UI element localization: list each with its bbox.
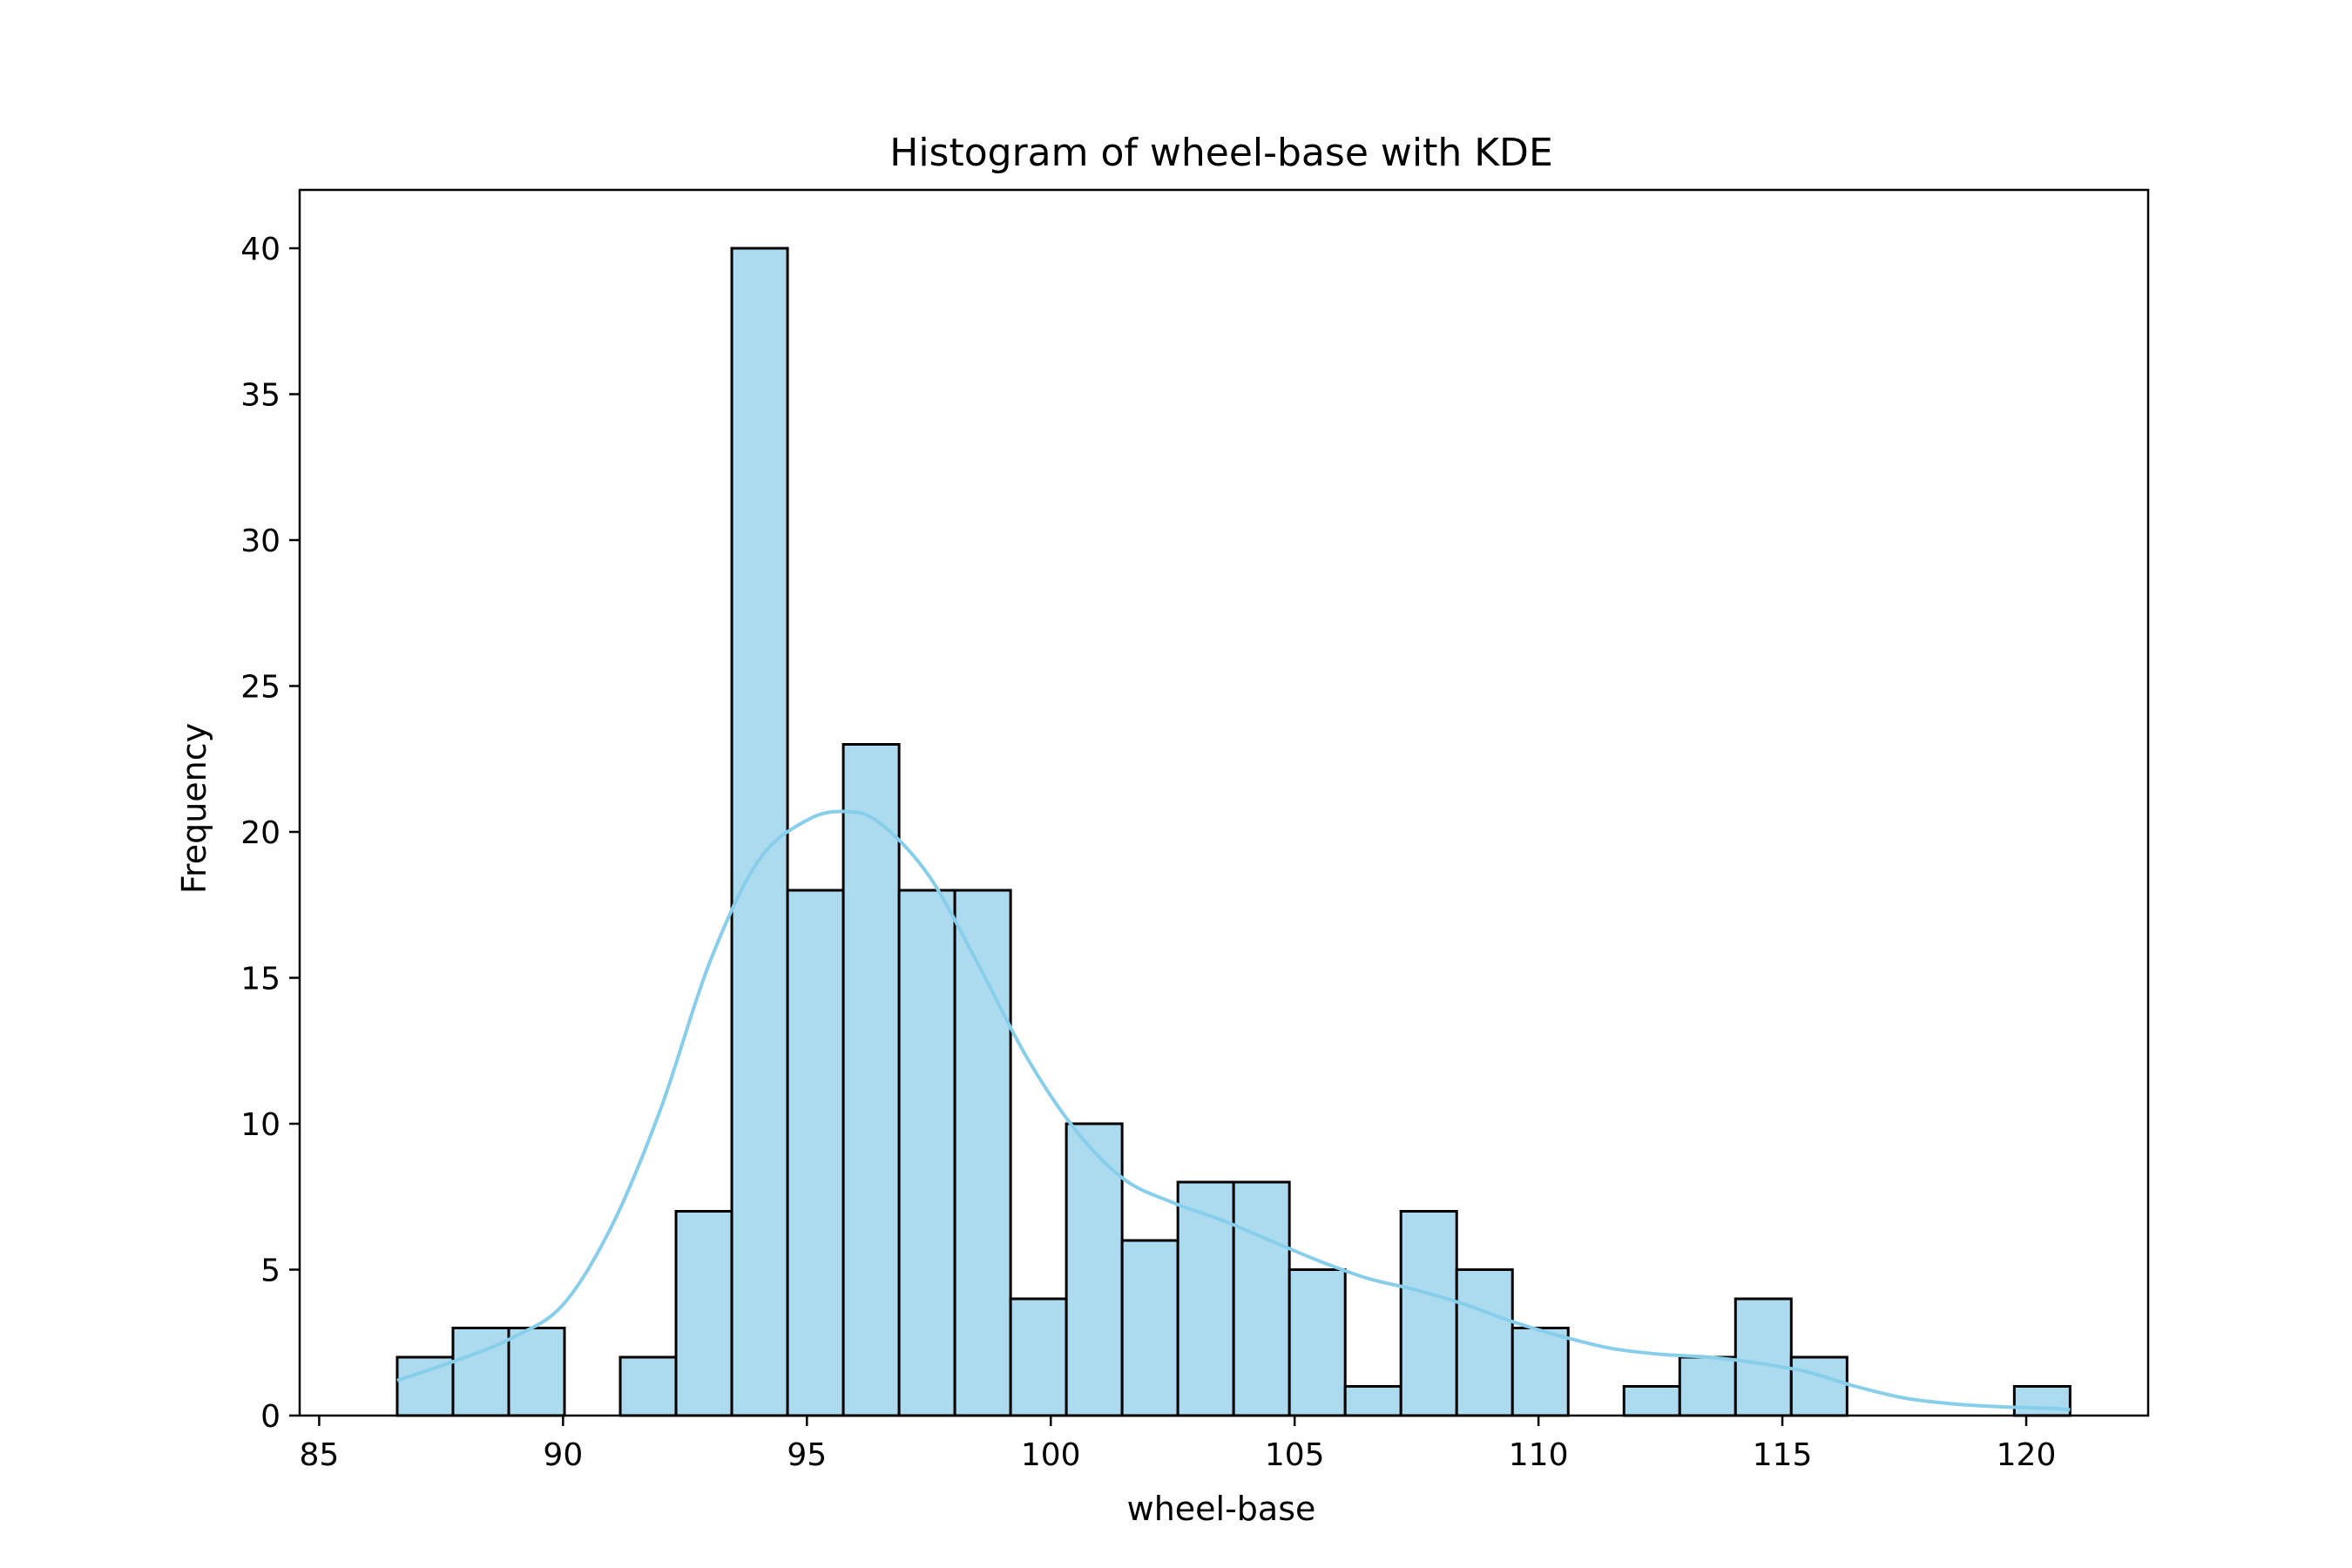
x-axis-ticks: 85 90 95 100 105 110 115 120	[299, 1416, 2056, 1473]
y-tick-label: 0	[260, 1399, 280, 1435]
histogram-bar	[507, 1327, 566, 1417]
histogram-bar	[786, 889, 845, 1417]
histogram-bar	[841, 743, 901, 1417]
histogram-bar	[1232, 1180, 1291, 1417]
histogram-bar	[1343, 1385, 1402, 1417]
chart-title: Histogram of wheel-base with KDE	[889, 131, 1553, 175]
y-tick-label: 25	[240, 670, 280, 706]
y-tick-label: 15	[240, 962, 280, 997]
histogram-bar	[1399, 1210, 1458, 1417]
histogram-bar	[1511, 1327, 1570, 1417]
histogram-bar	[1064, 1122, 1124, 1417]
histogram-bar	[1288, 1268, 1347, 1417]
histogram-bar	[2012, 1385, 2072, 1417]
x-tick-label: 95	[787, 1437, 827, 1473]
y-tick-label: 35	[240, 378, 280, 414]
x-tick-label: 85	[299, 1437, 339, 1473]
histogram-bar	[1734, 1297, 1793, 1417]
histogram-bar	[451, 1327, 510, 1417]
histogram-bar	[953, 889, 1012, 1417]
histogram-bar	[1622, 1385, 1681, 1417]
histogram-bar	[1678, 1355, 1737, 1417]
x-tick-label: 100	[1021, 1437, 1081, 1473]
x-tick-label: 115	[1753, 1437, 1813, 1473]
x-tick-label: 105	[1265, 1437, 1325, 1473]
histogram-bar	[730, 247, 789, 1417]
histogram-bar	[1009, 1297, 1068, 1417]
histogram-bar	[1176, 1180, 1235, 1417]
histogram-bar	[1789, 1355, 1848, 1417]
y-tick-label: 5	[260, 1254, 280, 1289]
y-tick-label: 30	[240, 524, 280, 559]
y-tick-label: 10	[240, 1107, 280, 1143]
y-axis-ticks: 0 5 10 15 20 25 30 35 40	[240, 232, 300, 1435]
x-tick-label: 110	[1509, 1437, 1569, 1473]
histogram-bar	[897, 889, 956, 1417]
histogram-bar	[618, 1355, 678, 1417]
histogram-bar	[674, 1210, 733, 1417]
y-axis-label: Frequency	[175, 723, 213, 894]
kde-curve	[396, 809, 2071, 1412]
plot-area-frame	[298, 188, 2150, 1417]
histogram-bars	[395, 247, 2072, 1417]
x-tick-label: 90	[543, 1437, 583, 1473]
histogram-bar	[1120, 1239, 1179, 1417]
y-tick-label: 40	[240, 232, 280, 267]
y-tick-label: 20	[240, 815, 280, 851]
x-axis-label: wheel-base	[1127, 1490, 1316, 1528]
x-tick-label: 120	[1997, 1437, 2057, 1473]
histogram-bar	[395, 1355, 455, 1417]
histogram-bar	[1455, 1268, 1514, 1417]
